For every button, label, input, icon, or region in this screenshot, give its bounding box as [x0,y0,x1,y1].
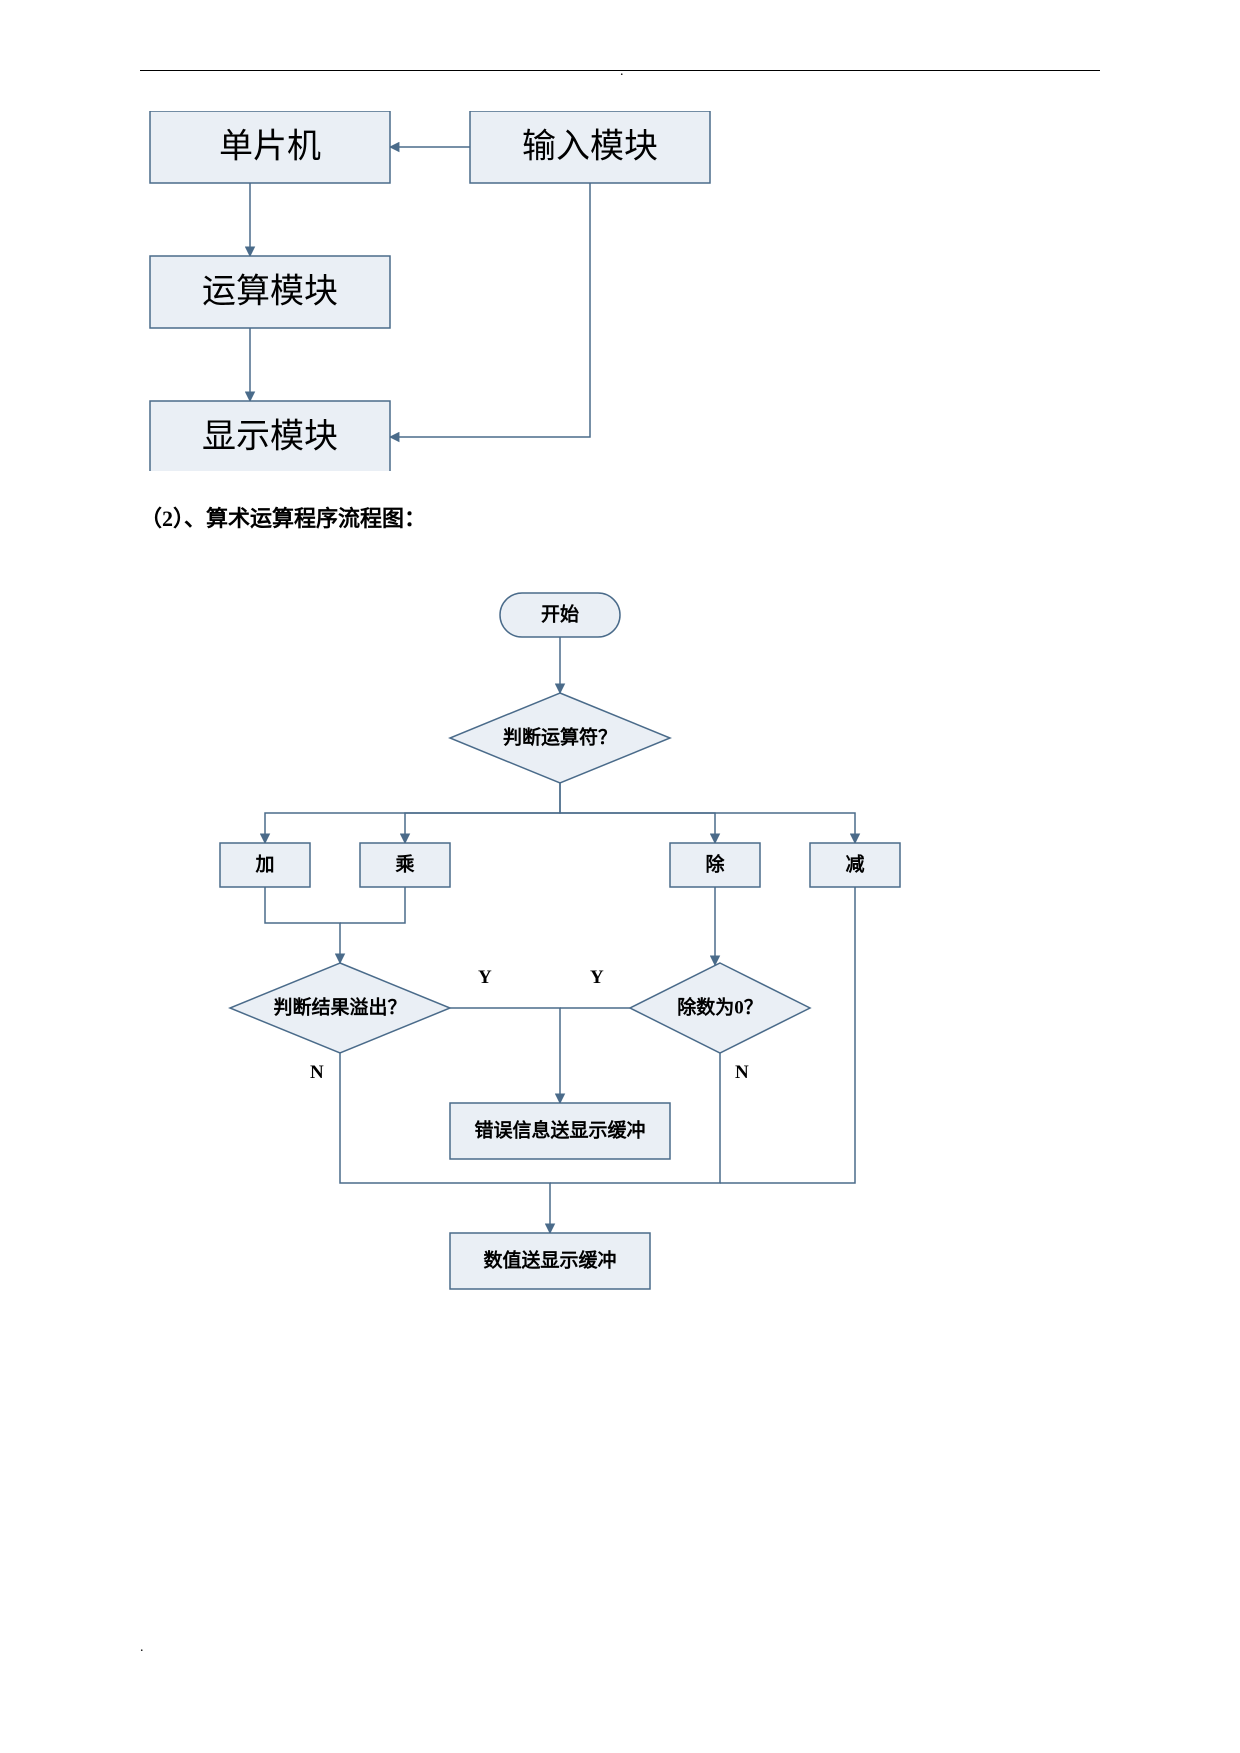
node-label-out: 数值送显示缓冲 [483,1249,616,1272]
node-label-sub: 减 [845,853,864,876]
node-label-add: 加 [254,854,274,876]
edge-label: Y [590,967,604,988]
algorithm-flowchart: 开始判断运算符？ 加 乘 除 减判断结果溢出？ 除数为0？ 错误信息送显示缓冲数值送显示缓冲… [190,583,970,1383]
node-label-input: 输入模块 [522,128,658,166]
node-label-opq: 判断运算符？ [503,726,617,749]
node-label-compute: 运算模块 [202,273,338,311]
edge-label: Y [478,967,492,988]
section-caption-2: （2）、算术运算程序流程图： [140,501,1100,533]
header-dot: . [620,64,624,80]
node-label-display: 显示模块 [202,418,338,456]
edge-label: N [310,1062,324,1083]
footer-dot: . [140,1640,144,1656]
node-label-div: 除 [705,853,725,876]
top-rule: . [140,70,1100,71]
page-content: . 单片机 输入模块运算模块显示模块 （2）、算术运算程序流程图： 开始判断运算符… [140,70,1100,1383]
node-label-start: 开始 [541,603,579,626]
node-label-err: 错误信息送显示缓冲 [474,1119,645,1142]
block-diagram: 单片机 输入模块运算模块显示模块 [140,111,840,471]
node-label-mcu: 单片机 [219,128,321,166]
node-label-zeroq: 除数为0？ [677,996,763,1019]
edge-label: N [735,1062,749,1083]
node-label-ovf: 判断结果溢出？ [273,996,406,1019]
node-label-mul: 乘 [394,854,414,876]
